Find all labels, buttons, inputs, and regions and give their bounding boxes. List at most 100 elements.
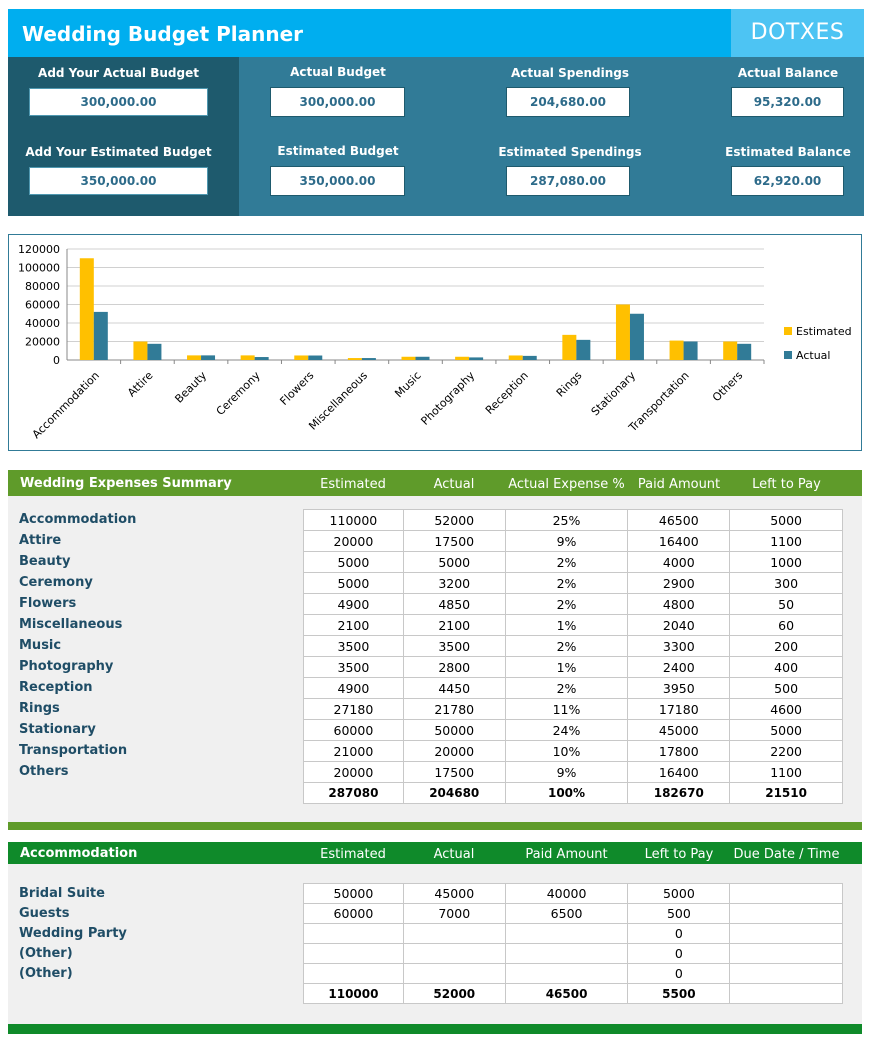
x-tick-label: Stationary [589, 369, 639, 419]
table-cell[interactable] [729, 963, 843, 984]
table-row: 20000 17500 9% 16400 1100 [303, 761, 843, 783]
table-row: 0 [303, 923, 843, 944]
accommodation-col-header: Actual [433, 847, 475, 862]
accommodation-row-label: Bridal Suite [19, 886, 105, 901]
table-cell[interactable] [504, 963, 629, 984]
table-cell: 3500 [303, 635, 404, 657]
table-cell[interactable] [402, 923, 506, 944]
table-cell[interactable] [729, 903, 843, 924]
table-row: 4900 4450 2% 3950 500 [303, 677, 843, 699]
table-cell[interactable]: 45000 [402, 883, 506, 904]
table-cell: 2100 [303, 614, 404, 636]
table-cell[interactable] [504, 923, 629, 944]
table-cell: 21000 [303, 740, 404, 762]
table-cell: 20000 [303, 761, 404, 783]
estimated-budget-label: Estimated Budget [277, 144, 399, 158]
bar-estimated [133, 341, 148, 360]
table-cell[interactable]: 0 [627, 943, 731, 964]
summary-table: 110000 52000 25% 46500 5000 20000 17500 9% 16400… [303, 509, 843, 804]
table-cell: 2200 [729, 740, 843, 762]
bar-actual [683, 341, 698, 360]
summary-row-label: Beauty [19, 554, 71, 569]
summary-row-label: Transportation [19, 743, 128, 758]
table-cell[interactable] [303, 923, 404, 944]
table-cell[interactable]: 50000 [303, 883, 404, 904]
table-cell: 400 [729, 656, 843, 678]
totals-row: 110000 52000 46500 5500 [303, 983, 843, 1004]
table-cell[interactable]: 500 [627, 903, 731, 924]
table-cell: 3500 [402, 635, 506, 657]
bar-actual [629, 313, 644, 360]
table-cell: 20000 [303, 530, 404, 552]
y-tick-label: 100000 [18, 262, 60, 275]
actual-balance-value: 95,320.00 [731, 87, 844, 117]
total-cell: 110000 [303, 983, 404, 1004]
bar-actual [201, 355, 216, 360]
table-cell[interactable] [729, 943, 843, 964]
estimated-balance-label: Estimated Balance [725, 145, 851, 159]
table-cell[interactable] [303, 963, 404, 984]
summary-col-header: Actual [433, 477, 475, 492]
table-cell: 4900 [303, 677, 404, 699]
table-row: 5000 3200 2% 2900 300 [303, 572, 843, 594]
accommodation-col-header: Left to Pay [644, 847, 714, 862]
table-cell: 45000 [627, 719, 731, 741]
accommodation-title: Accommodation [20, 846, 138, 861]
table-cell[interactable] [729, 923, 843, 944]
table-cell: 27180 [303, 698, 404, 720]
table-cell[interactable] [729, 883, 843, 904]
table-cell: 4600 [729, 698, 843, 720]
table-cell[interactable]: 5000 [627, 883, 731, 904]
table-cell: 50 [729, 593, 843, 615]
bar-actual [93, 311, 108, 360]
accommodation-row-label: Guests [19, 906, 70, 921]
add-actual-budget-label: Add Your Actual Budget [38, 66, 199, 80]
table-cell: 3300 [627, 635, 731, 657]
bar-estimated [455, 356, 470, 360]
table-cell: 9% [504, 761, 629, 783]
x-tick-label: Flowers [277, 369, 316, 408]
table-row: 0 [303, 963, 843, 984]
total-cell: 46500 [504, 983, 629, 1004]
table-cell[interactable] [303, 943, 404, 964]
table-cell[interactable] [402, 963, 506, 984]
table-row: 20000 17500 9% 16400 1100 [303, 530, 843, 552]
actual-budget-value: 300,000.00 [270, 87, 405, 117]
add-actual-budget-input[interactable]: 300,000.00 [28, 87, 209, 117]
accommodation-col-header: Estimated [320, 847, 386, 862]
table-cell[interactable]: 40000 [504, 883, 629, 904]
table-row: 0 [303, 943, 843, 964]
table-cell[interactable]: 6500 [504, 903, 629, 924]
summary-row-label: Stationary [19, 722, 96, 737]
table-cell: 500 [729, 677, 843, 699]
total-cell: 5500 [627, 983, 731, 1004]
table-cell[interactable] [504, 943, 629, 964]
table-cell: 17180 [627, 698, 731, 720]
table-cell: 24% [504, 719, 629, 741]
table-cell: 5000 [303, 572, 404, 594]
table-row: 60000 7000 6500 500 [303, 903, 843, 924]
add-estimated-budget-label: Add Your Estimated Budget [25, 145, 212, 159]
table-cell: 4800 [627, 593, 731, 615]
table-cell: 5000 [303, 551, 404, 573]
table-row: 60000 50000 24% 45000 5000 [303, 719, 843, 741]
table-cell[interactable]: 60000 [303, 903, 404, 924]
actual-spendings-label: Actual Spendings [511, 66, 629, 80]
legend-swatch [784, 327, 792, 335]
table-cell[interactable]: 7000 [402, 903, 506, 924]
summary-row-label: Others [19, 764, 69, 779]
accommodation-col-header: Due Date / Time [733, 847, 840, 862]
table-cell[interactable]: 0 [627, 923, 731, 944]
table-cell[interactable] [402, 943, 506, 964]
actual-spendings-value: 204,680.00 [506, 87, 630, 117]
table-cell: 4850 [402, 593, 506, 615]
summary-col-header: Actual Expense % [508, 477, 625, 492]
summary-row-label: Accommodation [19, 512, 137, 527]
estimated-spendings-value: 287,080.00 [506, 166, 630, 196]
table-row: 3500 3500 2% 3300 200 [303, 635, 843, 657]
table-cell[interactable]: 0 [627, 963, 731, 984]
add-estimated-budget-input[interactable]: 350,000.00 [28, 166, 209, 196]
table-cell: 10% [504, 740, 629, 762]
legend-swatch [784, 351, 792, 359]
table-cell: 3950 [627, 677, 731, 699]
